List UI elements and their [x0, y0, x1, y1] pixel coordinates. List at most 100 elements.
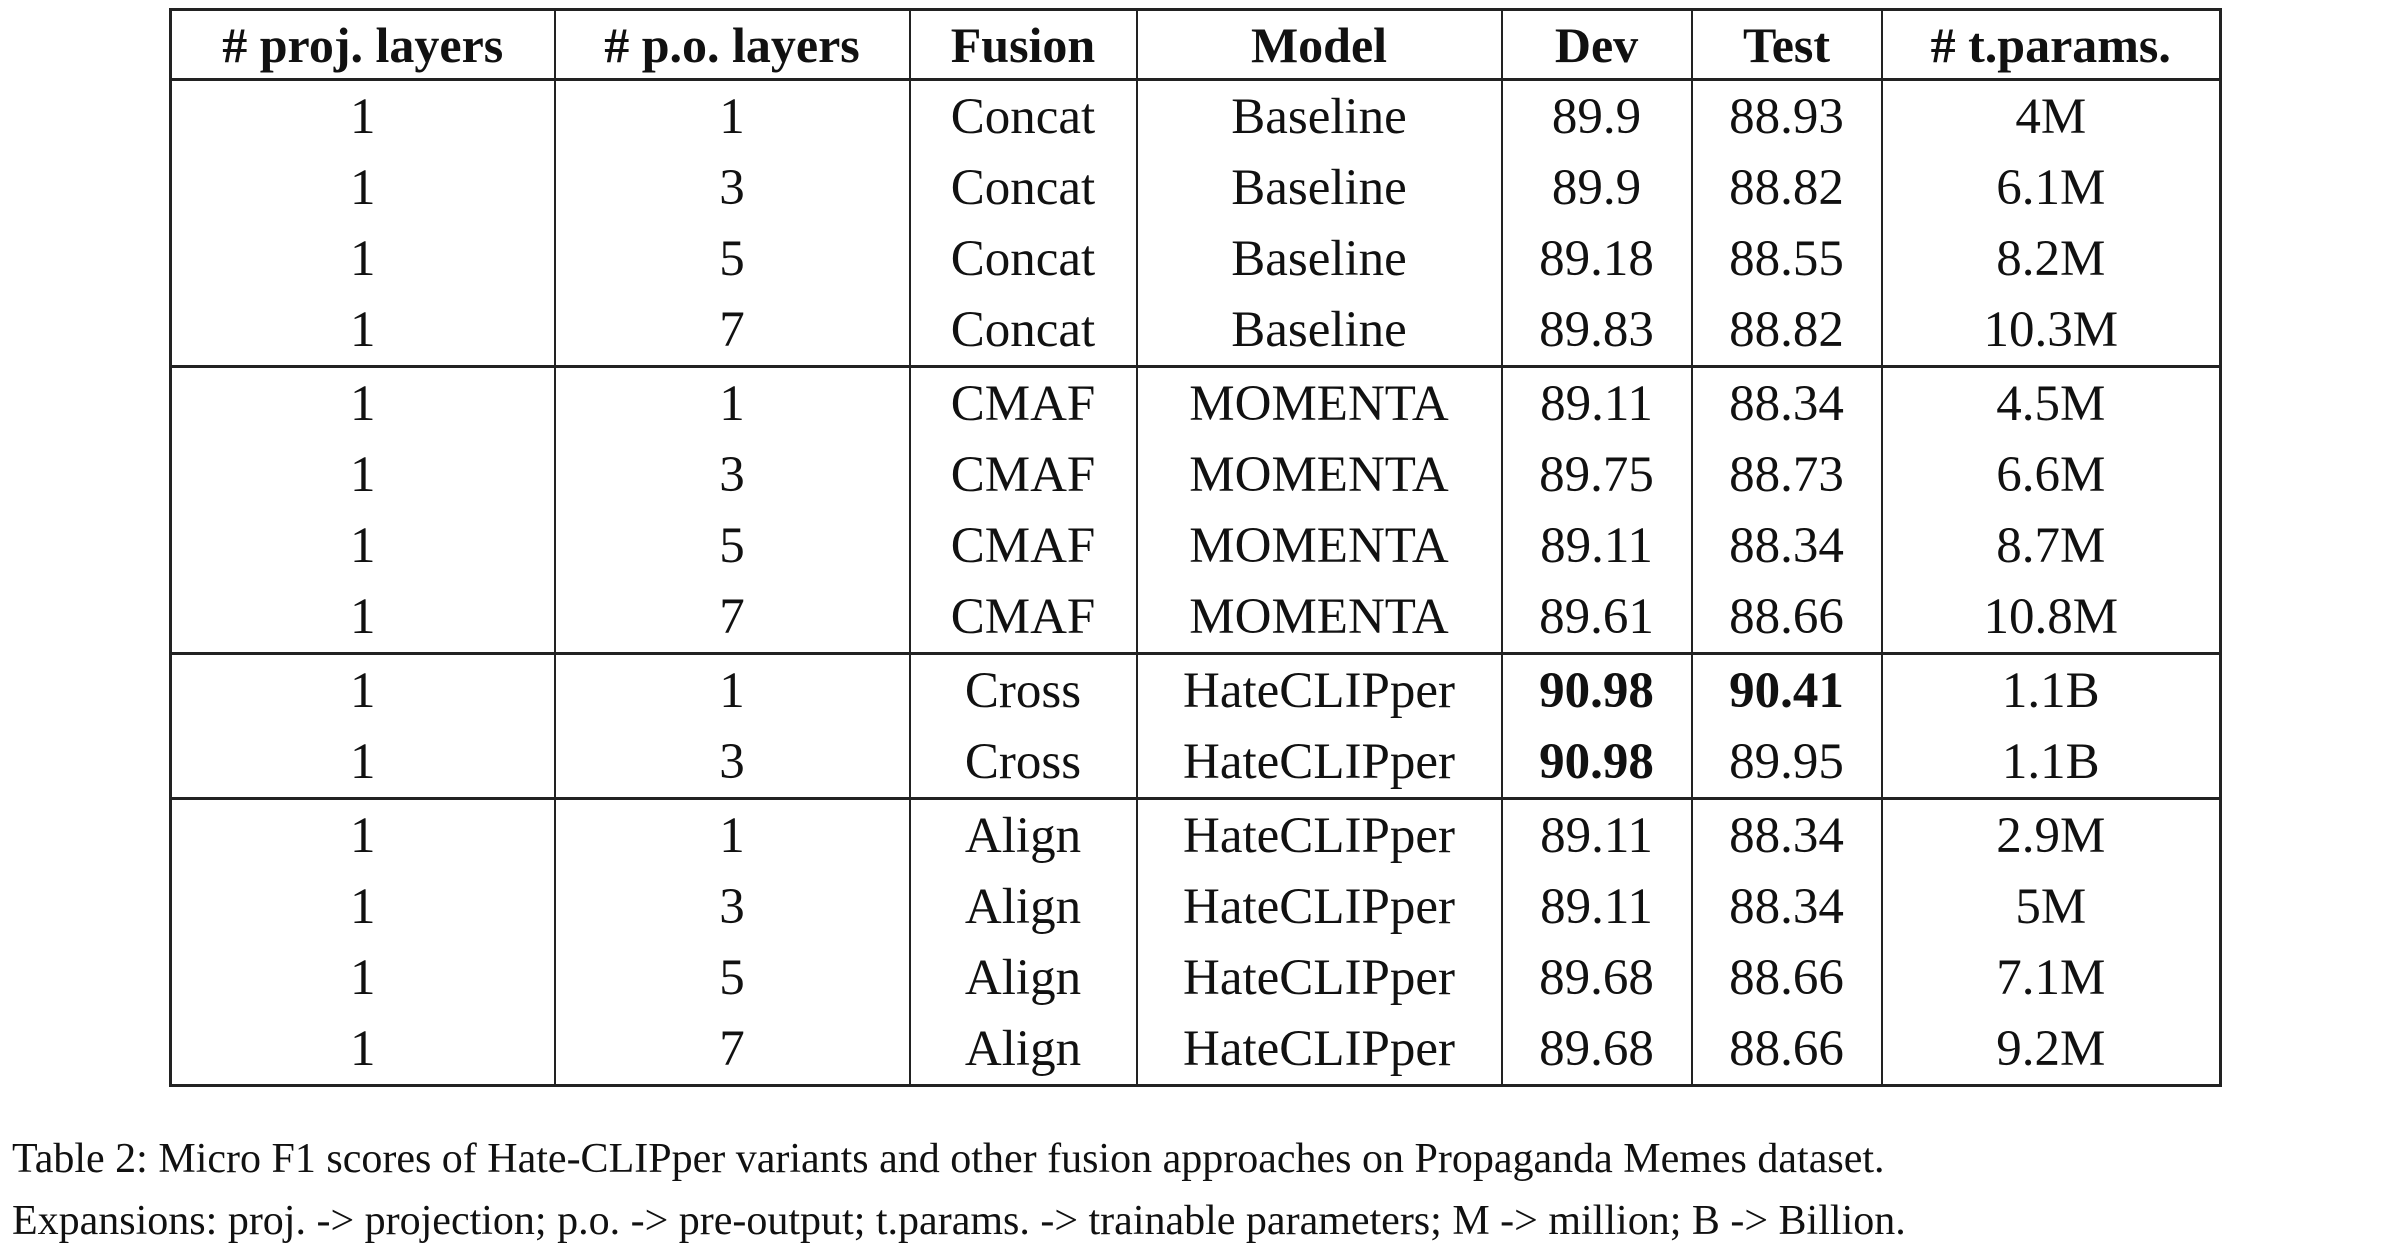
cell-test: 88.82 [1690, 152, 1883, 223]
cell-trainable-params: 1.1B [1880, 726, 2222, 799]
cell-proj-layers: 1 [169, 294, 556, 367]
table-header: # proj. layers # p.o. layers Fusion Mode… [169, 9, 2222, 81]
table-row: 1 5 CMAF MOMENTA 89.11 88.34 8.7M [169, 510, 2222, 581]
cell-proj-layers: 1 [169, 79, 556, 152]
cell-po-layers: 7 [553, 294, 911, 367]
cell-model: HateCLIPper [1135, 726, 1503, 799]
cell-po-layers: 7 [553, 581, 911, 654]
caption-line-1: Table 2: Micro F1 scores of Hate-CLIPper… [12, 1136, 1885, 1182]
cell-po-layers: 1 [553, 797, 911, 871]
header-model: Model [1135, 9, 1503, 81]
cell-model: MOMENTA [1135, 510, 1503, 581]
cell-test: 88.66 [1690, 1013, 1883, 1086]
cell-dev: 89.9 [1500, 79, 1693, 152]
cell-dev: 89.68 [1500, 942, 1693, 1013]
cell-fusion: Concat [908, 223, 1138, 294]
cell-test: 88.82 [1690, 294, 1883, 367]
cell-proj-layers: 1 [169, 439, 556, 510]
cell-fusion: CMAF [908, 365, 1138, 439]
cell-trainable-params: 6.1M [1880, 152, 2222, 223]
cell-trainable-params: 2.9M [1880, 797, 2222, 871]
table-row: 1 1 Cross HateCLIPper 90.98 90.41 1.1B [169, 652, 2222, 726]
cell-po-layers: 3 [553, 871, 911, 942]
table-row: 1 7 Concat Baseline 89.83 88.82 10.3M [169, 294, 2222, 367]
cell-po-layers: 1 [553, 79, 911, 152]
table-row: 1 3 Align HateCLIPper 89.11 88.34 5M [169, 871, 2222, 942]
cell-po-layers: 7 [553, 1013, 911, 1086]
cell-test: 88.34 [1690, 797, 1883, 871]
cell-proj-layers: 1 [169, 365, 556, 439]
table-caption: Table 2: Micro F1 scores of Hate-CLIPper… [12, 1128, 2382, 1252]
cell-fusion: Align [908, 942, 1138, 1013]
cell-po-layers: 5 [553, 510, 911, 581]
cell-proj-layers: 1 [169, 152, 556, 223]
header-row: # proj. layers # p.o. layers Fusion Mode… [169, 9, 2222, 81]
cell-po-layers: 5 [553, 942, 911, 1013]
cell-dev: 89.83 [1500, 294, 1693, 367]
cell-test: 88.66 [1690, 581, 1883, 654]
cell-fusion: Concat [908, 294, 1138, 367]
table-row: 1 1 Align HateCLIPper 89.11 88.34 2.9M [169, 797, 2222, 871]
cell-fusion: Align [908, 1013, 1138, 1086]
cell-model: HateCLIPper [1135, 942, 1503, 1013]
cell-dev: 89.11 [1500, 871, 1693, 942]
table-row: 1 1 CMAF MOMENTA 89.11 88.34 4.5M [169, 365, 2222, 439]
cell-fusion: Cross [908, 726, 1138, 799]
cell-proj-layers: 1 [169, 223, 556, 294]
header-proj-layers: # proj. layers [169, 9, 556, 81]
cell-dev: 89.11 [1500, 510, 1693, 581]
cell-proj-layers: 1 [169, 652, 556, 726]
cell-trainable-params: 4M [1880, 79, 2222, 152]
cell-trainable-params: 7.1M [1880, 942, 2222, 1013]
cell-trainable-params: 10.8M [1880, 581, 2222, 654]
cell-dev: 89.9 [1500, 152, 1693, 223]
cell-fusion: Align [908, 871, 1138, 942]
cell-model: HateCLIPper [1135, 652, 1503, 726]
header-trainable-params: # t.params. [1880, 9, 2222, 81]
table-group: 1 1 Cross HateCLIPper 90.98 90.41 1.1B 1 3 Cross H… [169, 652, 2222, 799]
table-group: 1 1 CMAF MOMENTA 89.11 88.34 4.5M 1 3 CMAF MOMENTA… [169, 365, 2222, 654]
cell-fusion: CMAF [908, 510, 1138, 581]
table-row: 1 1 Concat Baseline 89.9 88.93 4M [169, 79, 2222, 152]
table-row: 1 5 Concat Baseline 89.18 88.55 8.2M [169, 223, 2222, 294]
cell-po-layers: 3 [553, 726, 911, 799]
cell-model: MOMENTA [1135, 365, 1503, 439]
cell-test: 88.66 [1690, 942, 1883, 1013]
cell-po-layers: 5 [553, 223, 911, 294]
cell-trainable-params: 5M [1880, 871, 2222, 942]
cell-test: 88.34 [1690, 871, 1883, 942]
table-row: 1 3 Concat Baseline 89.9 88.82 6.1M [169, 152, 2222, 223]
cell-po-layers: 3 [553, 152, 911, 223]
cell-proj-layers: 1 [169, 1013, 556, 1086]
table-group: 1 1 Concat Baseline 89.9 88.93 4M 1 3 Concat Basel… [169, 79, 2222, 367]
cell-model: HateCLIPper [1135, 1013, 1503, 1086]
cell-model: HateCLIPper [1135, 871, 1503, 942]
cell-fusion: Concat [908, 152, 1138, 223]
cell-test: 88.34 [1690, 365, 1883, 439]
cell-dev: 90.98 [1500, 652, 1693, 726]
cell-model: HateCLIPper [1135, 797, 1503, 871]
cell-test: 88.55 [1690, 223, 1883, 294]
cell-model: MOMENTA [1135, 439, 1503, 510]
cell-fusion: Cross [908, 652, 1138, 726]
cell-trainable-params: 9.2M [1880, 1013, 2222, 1086]
cell-model: Baseline [1135, 223, 1503, 294]
cell-trainable-params: 10.3M [1880, 294, 2222, 367]
results-table: # proj. layers # p.o. layers Fusion Mode… [169, 8, 2222, 1087]
table-group: 1 1 Align HateCLIPper 89.11 88.34 2.9M 1 3 Align H… [169, 797, 2222, 1086]
table-row: 1 7 Align HateCLIPper 89.68 88.66 9.2M [169, 1013, 2222, 1086]
cell-test: 90.41 [1690, 652, 1883, 726]
cell-dev: 90.98 [1500, 726, 1693, 799]
table-row: 1 3 Cross HateCLIPper 90.98 89.95 1.1B [169, 726, 2222, 799]
cell-dev: 89.18 [1500, 223, 1693, 294]
cell-trainable-params: 1.1B [1880, 652, 2222, 726]
cell-model: Baseline [1135, 152, 1503, 223]
cell-trainable-params: 8.2M [1880, 223, 2222, 294]
cell-proj-layers: 1 [169, 510, 556, 581]
cell-proj-layers: 1 [169, 797, 556, 871]
cell-dev: 89.68 [1500, 1013, 1693, 1086]
cell-trainable-params: 4.5M [1880, 365, 2222, 439]
cell-fusion: CMAF [908, 581, 1138, 654]
table-row: 1 7 CMAF MOMENTA 89.61 88.66 10.8M [169, 581, 2222, 654]
cell-trainable-params: 6.6M [1880, 439, 2222, 510]
